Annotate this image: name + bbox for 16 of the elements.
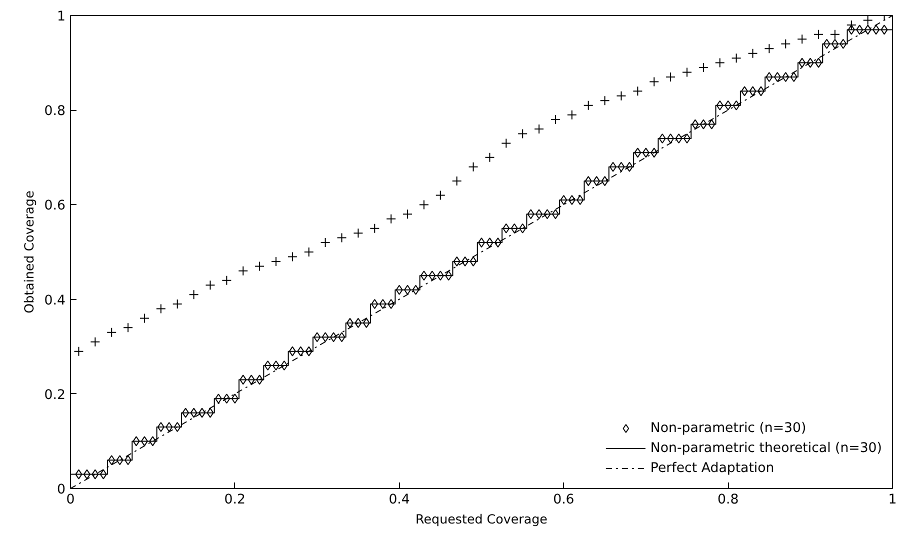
- legend-label: Non-parametric theoretical (n=30): [650, 440, 882, 456]
- x-tick-label: 1: [888, 492, 897, 508]
- legend-label: Perfect Adaptation: [650, 460, 774, 476]
- x-tick-label: 0.6: [553, 492, 574, 508]
- x-axis-title: Requested Coverage: [416, 512, 548, 526]
- legend-label: Non-parametric (n=30): [650, 420, 806, 436]
- y-tick-label: 1: [57, 10, 66, 24]
- x-tick-label: 0.8: [718, 492, 739, 508]
- y-tick-label: 0.4: [44, 293, 66, 308]
- x-tick-label: 0.2: [224, 492, 246, 508]
- y-tick-label: 0.8: [44, 104, 66, 120]
- y-tick-label: 0.6: [44, 198, 66, 214]
- y-tick-label: 0.2: [44, 388, 66, 403]
- y-tick-label: 0: [57, 482, 66, 498]
- y-axis-title: Obtained Coverage: [21, 190, 36, 314]
- x-tick-label: 0.4: [388, 492, 410, 508]
